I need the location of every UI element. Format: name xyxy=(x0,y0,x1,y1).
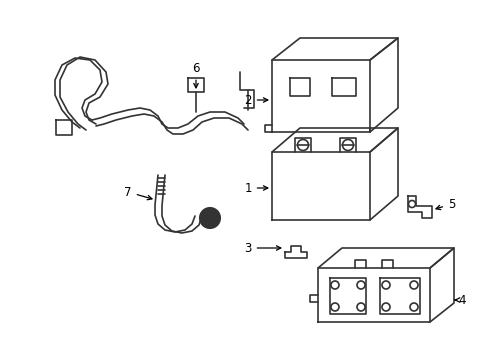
Text: 4: 4 xyxy=(454,293,465,306)
Text: 5: 5 xyxy=(435,198,454,211)
Text: 7: 7 xyxy=(124,185,152,200)
Text: 6: 6 xyxy=(192,62,199,88)
Text: 1: 1 xyxy=(244,181,267,194)
Text: 3: 3 xyxy=(244,242,280,255)
Text: 2: 2 xyxy=(244,94,267,107)
Circle shape xyxy=(200,208,220,228)
